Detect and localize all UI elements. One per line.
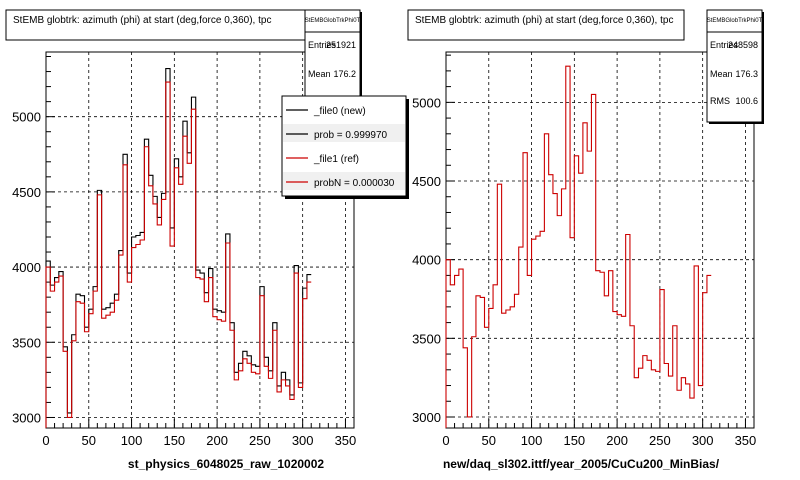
legend-label: _file1 (ref) — [313, 154, 359, 165]
stats-header: StEMBGlobTrkPhi0T — [707, 18, 763, 24]
y-tick-label: 4000 — [412, 253, 441, 268]
title-box — [407, 9, 685, 41]
legend-label: _file0 (new) — [313, 106, 366, 117]
y-tick-label: 4000 — [12, 260, 41, 275]
chart-title: StEMB globtrk: azimuth (phi) at start (d… — [13, 15, 271, 26]
y-tick-label: 3500 — [12, 335, 41, 350]
legend: _file0 (new) prob = 0.999970 _file1 (ref) p… — [281, 95, 409, 199]
y-tick-label: 4500 — [412, 174, 441, 189]
stats-value: 176.2 — [333, 69, 356, 79]
y-tick-label: 5000 — [412, 95, 441, 110]
x-axis-label: st_physics_6048025_raw_1020002 — [128, 457, 324, 471]
x-tick-label: 250 — [649, 433, 671, 448]
x-tick-label: 50 — [82, 433, 96, 448]
y-tick-label: 5000 — [12, 110, 41, 125]
stats-label: Mean — [308, 69, 331, 79]
y-tick-label: 3500 — [412, 331, 441, 346]
stats-label: RMS — [710, 96, 730, 106]
x-tick-label: 50 — [482, 433, 496, 448]
stats-value: 248598 — [728, 40, 758, 50]
x-tick-label: 150 — [563, 433, 585, 448]
histogram-series-1 — [445, 65, 712, 428]
legend-row-shade — [283, 172, 405, 190]
x-tick-label: 0 — [42, 433, 49, 448]
x-tick-label: 200 — [606, 433, 628, 448]
stats-value: 176.3 — [735, 69, 758, 79]
legend-label: probN = 0.000030 — [314, 178, 395, 189]
chart-title: StEMB globtrk: azimuth (phi) at start (d… — [415, 15, 673, 26]
stats-header: StEMBGlobTrkPhi0T — [305, 18, 361, 24]
x-tick-label: 300 — [692, 433, 714, 448]
x-axis-label: new/daq_sl302.ittf/year_2005/CuCu200_Min… — [443, 457, 720, 471]
stats-label: Entries — [710, 40, 739, 50]
x-tick-label: 300 — [292, 433, 314, 448]
y-tick-label: 3000 — [412, 410, 441, 425]
y-tick-label: 4500 — [12, 185, 41, 200]
x-tick-label: 350 — [335, 433, 357, 448]
stats-value: 251921 — [326, 40, 356, 50]
x-tick-label: 0 — [442, 433, 449, 448]
histogram-series-2 — [45, 81, 312, 428]
histogram-panel-1: 0 50 100 150 200 250 300 350 3000 3500 4000 4500 500… — [5, 9, 409, 471]
x-tick-label: 250 — [249, 433, 271, 448]
x-tick-label: 200 — [206, 433, 228, 448]
stats-value: 100.6 — [735, 96, 758, 106]
x-tick-label: 100 — [521, 433, 543, 448]
stats-box — [706, 9, 763, 123]
x-tick-label: 150 — [163, 433, 185, 448]
x-tick-label: 100 — [121, 433, 143, 448]
legend-label: prob = 0.999970 — [314, 130, 388, 141]
stats-label: Mean — [710, 69, 733, 79]
histogram-panel-2: 0 50 100 150 200 250 300 350 3000 3500 4000 4500 500… — [407, 9, 764, 471]
title-box — [5, 9, 311, 41]
y-tick-label: 3000 — [12, 410, 41, 425]
stats-label: Entries — [308, 40, 337, 50]
legend-row-shade — [283, 124, 405, 142]
x-tick-label: 350 — [735, 433, 757, 448]
